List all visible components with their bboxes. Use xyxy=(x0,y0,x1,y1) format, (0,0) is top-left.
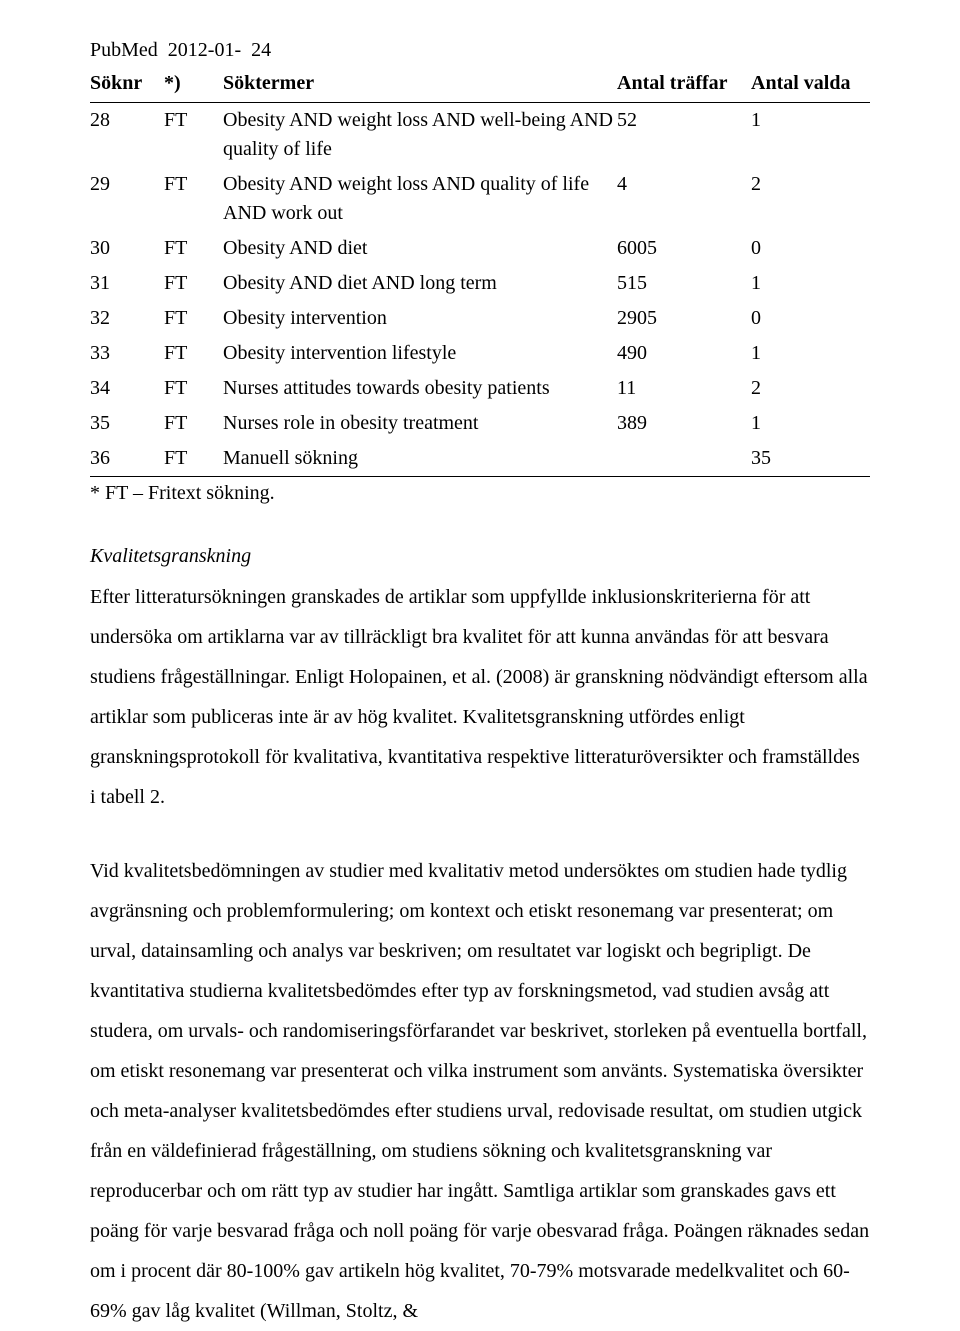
table-row: 34FTNurses attitudes towards obesity pat… xyxy=(90,371,870,406)
cell-terms: Obesity AND weight loss AND well-being A… xyxy=(223,103,617,168)
cell-sel: 1 xyxy=(751,336,870,371)
table-row: 30FTObesity AND diet60050 xyxy=(90,231,870,266)
cell-sel: 1 xyxy=(751,103,870,168)
cell-mark: FT xyxy=(164,167,223,231)
table-row: 28FTObesity AND weight loss AND well-bei… xyxy=(90,103,870,168)
body-paragraph-1: Efter litteratursökningen granskades de … xyxy=(90,577,870,817)
cell-hits: 6005 xyxy=(617,231,751,266)
cell-mark: FT xyxy=(164,441,223,477)
cell-soknr: 31 xyxy=(90,266,164,301)
cell-terms: Obesity AND weight loss AND quality of l… xyxy=(223,167,617,231)
section-title: Kvalitetsgranskning xyxy=(90,542,870,571)
cell-sel: 0 xyxy=(751,231,870,266)
cell-soknr: 33 xyxy=(90,336,164,371)
db-label: PubMed xyxy=(90,36,158,65)
cell-terms: Obesity intervention xyxy=(223,301,617,336)
cell-hits: 490 xyxy=(617,336,751,371)
table-row: 29FTObesity AND weight loss AND quality … xyxy=(90,167,870,231)
table-row: 33FTObesity intervention lifestyle4901 xyxy=(90,336,870,371)
search-table: Söknr *) Söktermer Antal träffar Antal v… xyxy=(90,67,870,477)
cell-terms: Obesity intervention lifestyle xyxy=(223,336,617,371)
cell-mark: FT xyxy=(164,301,223,336)
cell-sel: 35 xyxy=(751,441,870,477)
cell-soknr: 35 xyxy=(90,406,164,441)
table-head-row: Söknr *) Söktermer Antal träffar Antal v… xyxy=(90,67,870,103)
cell-hits: 2905 xyxy=(617,301,751,336)
table-row: 32FTObesity intervention29050 xyxy=(90,301,870,336)
col-terms: Söktermer xyxy=(223,67,617,103)
cell-sel: 2 xyxy=(751,167,870,231)
table-row: 36FTManuell sökning 35 xyxy=(90,441,870,477)
table-header-line: PubMed 2012-01- 24 xyxy=(90,36,870,65)
cell-hits: 4 xyxy=(617,167,751,231)
cell-hits: 515 xyxy=(617,266,751,301)
col-soknr: Söknr xyxy=(90,67,164,103)
cell-mark: FT xyxy=(164,266,223,301)
date-label: 2012-01- xyxy=(168,36,241,65)
cell-soknr: 28 xyxy=(90,103,164,168)
col-hits: Antal träffar xyxy=(617,67,751,103)
table-row: 31FTObesity AND diet AND long term5151 xyxy=(90,266,870,301)
cell-soknr: 29 xyxy=(90,167,164,231)
body-paragraph-2: Vid kvalitetsbedömningen av studier med … xyxy=(90,851,870,1331)
cell-terms: Manuell sökning xyxy=(223,441,617,477)
cell-terms: Obesity AND diet xyxy=(223,231,617,266)
cell-mark: FT xyxy=(164,371,223,406)
cell-terms: Nurses attitudes towards obesity patient… xyxy=(223,371,617,406)
cell-soknr: 32 xyxy=(90,301,164,336)
col-sel: Antal valda xyxy=(751,67,870,103)
cell-sel: 0 xyxy=(751,301,870,336)
cell-soknr: 36 xyxy=(90,441,164,477)
cell-mark: FT xyxy=(164,406,223,441)
cell-soknr: 30 xyxy=(90,231,164,266)
cell-terms: Obesity AND diet AND long term xyxy=(223,266,617,301)
cell-mark: FT xyxy=(164,336,223,371)
cell-sel: 1 xyxy=(751,406,870,441)
cell-sel: 1 xyxy=(751,266,870,301)
cell-soknr: 34 xyxy=(90,371,164,406)
cell-sel: 2 xyxy=(751,371,870,406)
cell-hits: 389 xyxy=(617,406,751,441)
day-label: 24 xyxy=(251,36,271,65)
cell-hits: 11 xyxy=(617,371,751,406)
cell-mark: FT xyxy=(164,103,223,168)
table-footnote: * FT – Fritext sökning. xyxy=(90,479,870,508)
cell-hits xyxy=(617,441,751,477)
table-row: 35FTNurses role in obesity treatment3891 xyxy=(90,406,870,441)
cell-terms: Nurses role in obesity treatment xyxy=(223,406,617,441)
col-mark: *) xyxy=(164,67,223,103)
cell-mark: FT xyxy=(164,231,223,266)
cell-hits: 52 xyxy=(617,103,751,168)
